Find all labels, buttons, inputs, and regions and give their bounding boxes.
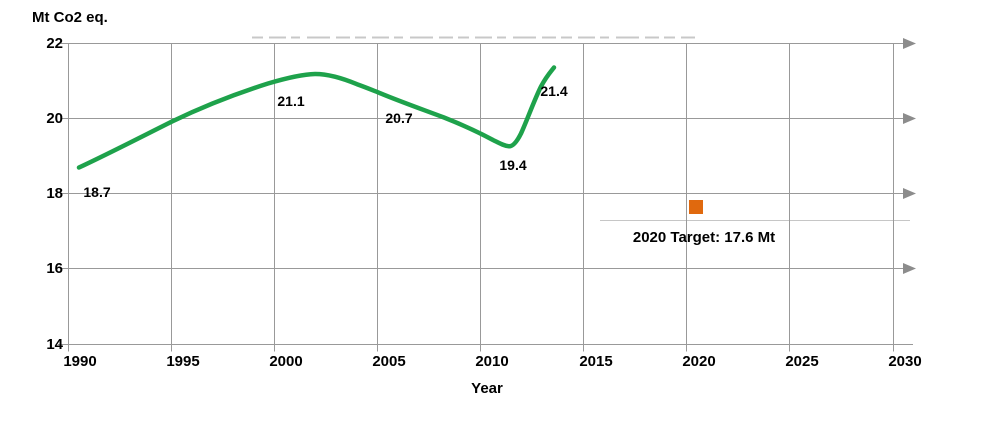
x-tick-2025: 2025 <box>785 353 819 370</box>
target-label: 2020 Target: 17.6 Mt <box>632 229 776 246</box>
horizontal-gridlines <box>58 43 913 345</box>
point-label-1990: 18.7 <box>83 184 111 200</box>
x-tick-2030: 2030 <box>888 353 922 370</box>
point-label-2011: 19.4 <box>499 157 527 173</box>
point-label-2013: 21.4 <box>540 83 568 99</box>
x-tick-2010: 2010 <box>475 353 509 370</box>
point-label-2000: 21.1 <box>277 93 305 109</box>
x-tick-1990: 1990 <box>63 353 97 370</box>
x-axis-title: Year <box>471 380 503 397</box>
x-tick-2020: 2020 <box>682 353 716 370</box>
target-marker-square <box>689 200 703 214</box>
y-tick-14: 14 <box>46 336 63 353</box>
vertical-gridlines <box>68 43 894 352</box>
y-tick-16: 16 <box>46 260 63 277</box>
x-tick-2015: 2015 <box>579 353 613 370</box>
y-tick-18: 18 <box>46 185 63 202</box>
point-label-2005: 20.7 <box>385 110 413 126</box>
y-tick-20: 20 <box>46 110 63 127</box>
x-tick-2000: 2000 <box>269 353 303 370</box>
y-tick-22: 22 <box>46 35 63 52</box>
x-tick-1995: 1995 <box>166 353 200 370</box>
axis-arrow-icons <box>903 38 916 274</box>
emissions-line-series <box>76 65 557 170</box>
x-tick-2005: 2005 <box>372 353 406 370</box>
y-axis-unit-label: Mt Co2 eq. <box>32 9 108 26</box>
